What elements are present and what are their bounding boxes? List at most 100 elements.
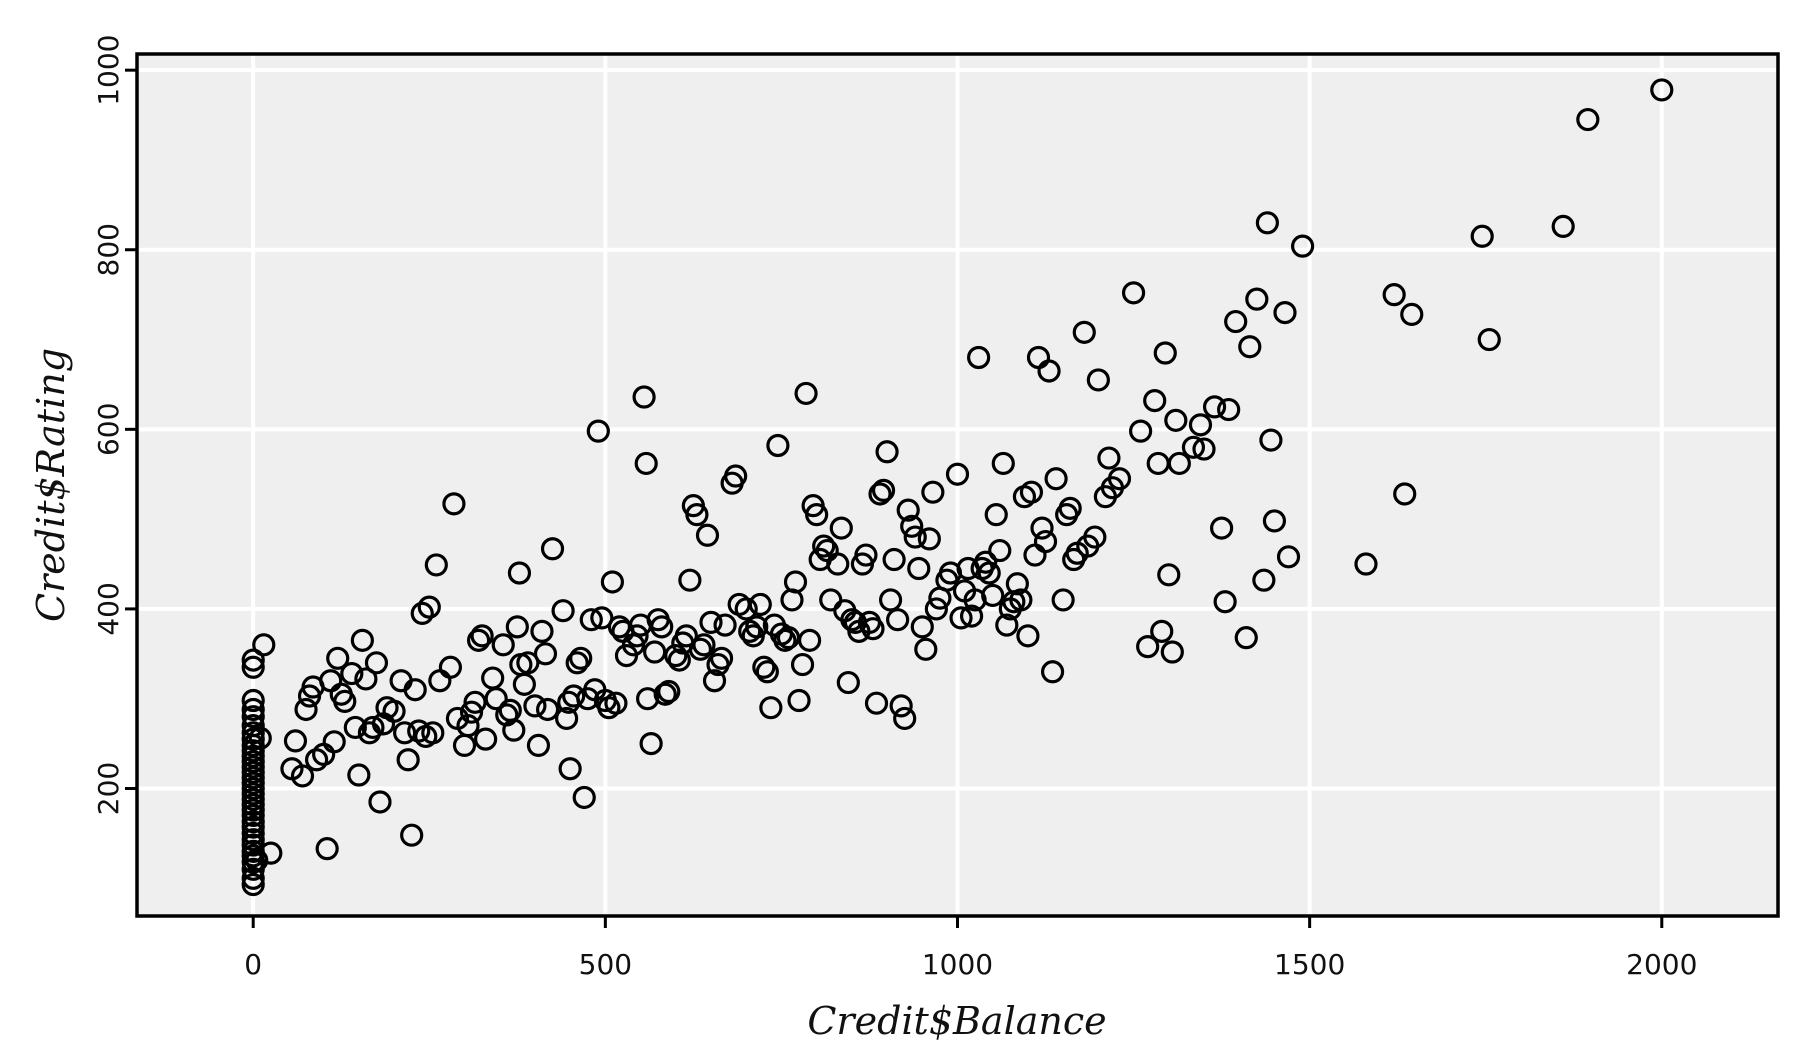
data-point: [914, 637, 938, 661]
data-point: [241, 697, 265, 722]
data-point: [868, 482, 892, 506]
data-point: [797, 628, 822, 652]
data-point: [907, 556, 931, 581]
data-point: [565, 651, 589, 675]
data-point: [882, 547, 906, 572]
data-point: [361, 715, 385, 740]
data-point: [1202, 395, 1227, 419]
data-point: [1181, 435, 1206, 459]
data-point: [393, 721, 417, 745]
data-point: [1153, 341, 1177, 365]
data-point: [1213, 590, 1237, 614]
data-point: [600, 570, 624, 594]
data-point: [984, 503, 1008, 527]
data-point: [1044, 467, 1068, 491]
data-point: [590, 606, 614, 630]
data-point: [516, 651, 540, 675]
data-point: [382, 699, 406, 723]
data-point: [523, 694, 547, 718]
data-point: [921, 480, 945, 504]
data-point: [1129, 419, 1153, 443]
data-point: [526, 733, 551, 757]
data-point: [688, 637, 713, 661]
x-axis-ticks: 0 500 1000 1500 2000: [244, 916, 1697, 981]
data-point: [981, 583, 1005, 608]
data-point: [752, 655, 776, 679]
data-point: [241, 810, 265, 834]
data-point: [562, 684, 586, 708]
data-point: [572, 785, 596, 810]
y-tick-label: 600: [92, 403, 125, 456]
data-point: [826, 552, 850, 576]
data-point: [424, 553, 448, 577]
data-point: [1234, 626, 1258, 650]
data-point: [713, 613, 737, 637]
data-point: [241, 714, 265, 738]
data-point: [734, 597, 758, 621]
data-point: [421, 721, 445, 745]
data-point: [625, 624, 649, 648]
data-point: [829, 516, 853, 540]
data-point: [878, 588, 903, 612]
y-tick-label: 200: [92, 762, 125, 815]
data-point: [1354, 552, 1378, 576]
data-point: [536, 697, 560, 722]
data-point: [533, 642, 558, 666]
data-point: [1160, 640, 1184, 664]
data-point: [1650, 78, 1674, 102]
data-point: [854, 543, 878, 567]
data-point: [410, 601, 434, 626]
data-point: [1037, 359, 1061, 383]
y-tick-label: 400: [92, 582, 125, 635]
data-point: [1551, 214, 1575, 238]
data-point: [861, 617, 885, 641]
data-point: [657, 679, 681, 704]
data-point: [643, 640, 667, 664]
data-point: [241, 688, 265, 713]
data-point: [241, 821, 265, 845]
data-point: [1291, 234, 1315, 258]
data-point: [745, 615, 769, 639]
data-point: [1262, 509, 1287, 533]
data-point: [417, 595, 441, 619]
data-point: [315, 837, 339, 861]
data-point: [977, 561, 1001, 585]
data-point: [1477, 327, 1501, 352]
data-point: [1382, 283, 1406, 307]
data-point: [949, 606, 973, 630]
data-point: [1136, 635, 1160, 659]
data-point: [1400, 302, 1424, 326]
x-tick-label: 1000: [922, 948, 993, 981]
data-point: [650, 615, 674, 639]
data-point: [1143, 388, 1167, 413]
data-point: [1019, 480, 1044, 504]
data-point: [988, 538, 1012, 563]
y-tick-label: 1000: [92, 35, 125, 106]
data-point: [245, 848, 269, 872]
data-point: [974, 550, 998, 574]
data-point: [959, 604, 984, 628]
data-point: [343, 715, 367, 740]
data-point: [896, 498, 920, 522]
data-point: [692, 633, 716, 657]
data-point: [1005, 572, 1029, 596]
data-point: [903, 525, 927, 549]
data-point: [604, 691, 628, 715]
data-point: [502, 718, 526, 742]
data-point: [709, 646, 734, 670]
data-point: [1164, 408, 1188, 432]
data-point: [910, 615, 934, 639]
data-point: [1051, 588, 1075, 612]
data-point: [396, 748, 420, 772]
data-point: [248, 726, 272, 750]
data-point: [350, 628, 374, 652]
data-point: [241, 648, 265, 672]
data-point: [1273, 301, 1297, 325]
data-point: [678, 568, 702, 592]
data-point: [917, 527, 941, 551]
data-point: [364, 651, 389, 675]
data-point: [991, 451, 1015, 476]
data-point: [1016, 624, 1040, 648]
data-point: [1086, 368, 1110, 392]
data-point: [340, 661, 364, 686]
